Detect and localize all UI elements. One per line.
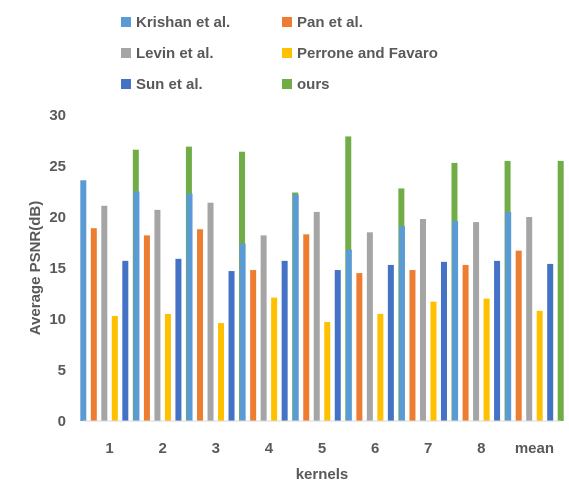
y-axis-ticks: 0 5 10 15 20 25 30 (49, 107, 66, 430)
legend-swatch-sun-et-al (121, 79, 131, 89)
legend-swatch-levin-et-al (121, 48, 131, 58)
x-tick-label: 4 (265, 440, 274, 457)
bar-pan-et-al-8 (462, 264, 469, 421)
legend: Krishan et al. Levin et al. Sun et al. Pan … (121, 14, 438, 93)
bar-perrone-and-favaro-5 (324, 322, 331, 421)
bar-sun-et-al-5 (334, 270, 341, 421)
x-tick-label: mean (515, 440, 554, 457)
legend-swatch-perrone-and-favaro (282, 48, 292, 58)
bar-levin-et-al-5 (313, 211, 320, 421)
bar-krishan-et-al-6 (345, 249, 352, 421)
legend-label-ours: ours (297, 76, 330, 93)
y-tick-label: 25 (49, 158, 66, 175)
bar-pan-et-al-4 (250, 270, 257, 421)
bar-levin-et-al-8 (473, 222, 480, 421)
bar-levin-et-al-6 (366, 232, 373, 421)
bar-sun-et-al-mean (547, 263, 554, 421)
x-tick-label: 7 (424, 440, 432, 457)
y-tick-label: 0 (58, 413, 66, 430)
bar-krishan-et-al-4 (239, 243, 246, 421)
bar-perrone-and-favaro-7 (430, 301, 437, 421)
y-tick-label: 10 (49, 311, 66, 328)
bar-sun-et-al-3 (228, 271, 235, 421)
bar-perrone-and-favaro-8 (483, 298, 490, 421)
bar-krishan-et-al-8 (452, 221, 459, 421)
bar-levin-et-al-7 (419, 219, 426, 421)
bar-levin-et-al-1 (101, 205, 108, 421)
bar-krishan-et-al-2 (133, 191, 140, 421)
x-tick-label: 2 (158, 440, 166, 457)
x-tick-label: 6 (371, 440, 379, 457)
x-tick-label: 3 (212, 440, 220, 457)
bar-krishan-et-al-7 (398, 226, 405, 421)
x-tick-label: 5 (318, 440, 326, 457)
y-tick-label: 20 (49, 209, 66, 226)
x-tick-label: 1 (105, 440, 113, 457)
bar-levin-et-al-4 (260, 235, 267, 421)
bar-sun-et-al-4 (281, 260, 288, 421)
legend-label-krishan-et-al: Krishan et al. (136, 14, 230, 31)
bar-perrone-and-favaro-1 (111, 315, 118, 421)
bars (80, 136, 564, 422)
bar-levin-et-al-mean (526, 217, 533, 421)
bar-levin-et-al-3 (207, 202, 214, 421)
bar-krishan-et-al-mean (505, 211, 512, 421)
bar-sun-et-al-6 (387, 264, 394, 421)
legend-swatch-pan-et-al (282, 17, 292, 27)
x-axis-ticks: 1 2 3 4 5 6 7 8 mean (105, 440, 554, 457)
bar-perrone-and-favaro-2 (164, 313, 171, 421)
bar-sun-et-al-7 (440, 261, 447, 421)
bar-krishan-et-al-5 (292, 194, 299, 421)
legend-label-levin-et-al: Levin et al. (136, 45, 214, 62)
legend-label-pan-et-al: Pan et al. (297, 14, 363, 31)
bar-pan-et-al-6 (356, 273, 363, 421)
bar-perrone-and-favaro-6 (377, 313, 384, 421)
bar-sun-et-al-1 (122, 260, 129, 421)
bar-pan-et-al-3 (197, 229, 204, 421)
x-tick-label: 8 (477, 440, 485, 457)
bar-ours-mean (557, 160, 564, 421)
x-axis-title: kernels (296, 466, 349, 483)
y-axis-title: Average PSNR(dB) (27, 201, 44, 335)
bar-sun-et-al-8 (494, 260, 501, 421)
bar-levin-et-al-2 (154, 209, 161, 421)
y-tick-label: 5 (58, 362, 66, 379)
y-tick-label: 15 (49, 260, 66, 277)
bar-pan-et-al-7 (409, 270, 416, 421)
bar-pan-et-al-1 (90, 228, 97, 421)
legend-label-perrone-and-favaro: Perrone and Favaro (297, 45, 438, 62)
y-tick-label: 30 (49, 107, 66, 124)
bar-pan-et-al-2 (143, 235, 150, 421)
bar-pan-et-al-mean (515, 250, 522, 421)
bar-perrone-and-favaro-mean (536, 310, 543, 421)
bar-krishan-et-al-1 (80, 180, 87, 421)
bar-perrone-and-favaro-4 (271, 297, 278, 421)
bar-perrone-and-favaro-3 (218, 323, 225, 421)
legend-swatch-ours (282, 79, 292, 89)
bar-sun-et-al-2 (175, 258, 182, 421)
legend-label-sun-et-al: Sun et al. (136, 76, 203, 93)
bar-pan-et-al-5 (303, 234, 310, 421)
legend-swatch-krishan-et-al (121, 17, 131, 27)
bar-krishan-et-al-3 (186, 193, 193, 421)
